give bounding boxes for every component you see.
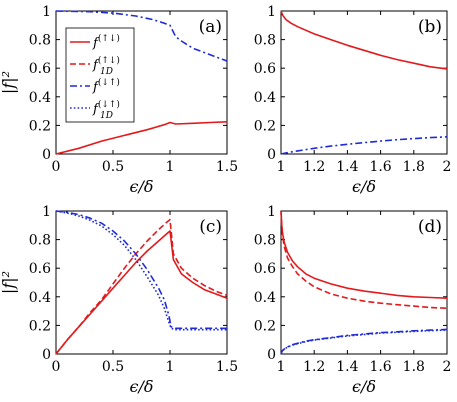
panel-b: 1 1.2 1.4 1.6 1.8 2 0 0.2 0.4 0.6 0.8 1 ϵ/δ (b) (254, 4, 452, 196)
y-tick-label: 0.6 (254, 261, 276, 277)
x-tick-label: 1.2 (303, 159, 325, 175)
y-tick-label: 1 (267, 4, 276, 20)
x-axis-label: ϵ/δ (130, 177, 154, 196)
y-tick-label: 0.2 (254, 318, 276, 334)
axes-frame (280, 210, 448, 355)
y-axis-label: |f|² (0, 71, 18, 94)
panel-label: (b) (418, 17, 442, 37)
panel-label: (a) (199, 17, 222, 37)
y-tick-label: 1 (42, 4, 51, 20)
legend-entry: f(↑↓) (92, 33, 120, 51)
y-tick-label: 0.6 (254, 61, 276, 77)
x-axis-label: ϵ/δ (352, 177, 376, 196)
x-tick-label: 1.5 (216, 359, 238, 375)
panel-a: 0 0.5 1 1.500.20.40.60.81ϵ/δ|f|²(a)f(↑↓)f(↑… (0, 4, 238, 196)
x-axis-label: ϵ/δ (130, 377, 154, 396)
y-tick-label: 0.2 (29, 118, 51, 134)
y-tick-label: 0.6 (29, 261, 51, 277)
y-tick-label: 0.4 (29, 290, 51, 306)
panel-d: 1 1.2 1.4 1.6 1.8 2 0 0.2 0.4 0.6 0.8 1 ϵ/δ (d) (254, 204, 452, 396)
y-tick-label: 0 (42, 347, 51, 363)
series-line-0 (55, 230, 228, 355)
x-tick-label: 1 (166, 159, 175, 175)
x-tick-label: 1.2 (303, 359, 325, 375)
series-line-1 (280, 136, 448, 155)
x-tick-label: 0.5 (102, 359, 124, 375)
x-tick-label: 0 (52, 359, 61, 375)
x-tick-label: 1.4 (336, 359, 358, 375)
series-line-1 (280, 210, 448, 309)
series-line-3 (280, 329, 448, 355)
y-tick-label: 0.8 (29, 233, 51, 249)
axes-frame (55, 10, 228, 155)
x-tick-label: 0.5 (102, 159, 124, 175)
y-tick-label: 0 (267, 347, 276, 363)
x-tick-label: 2 (443, 159, 452, 175)
series-line-3 (55, 210, 227, 331)
series-line-1 (55, 218, 228, 355)
y-tick-label: 1 (267, 204, 276, 220)
y-tick-label: 0 (267, 147, 276, 163)
x-tick-label: 1.4 (336, 159, 358, 175)
legend-entry: f(↓↑) 1D (92, 99, 120, 121)
series-line-0 (280, 10, 448, 70)
series-line-0 (55, 121, 228, 155)
y-tick-label: 0.4 (254, 90, 276, 106)
series-line-2 (55, 10, 228, 62)
y-tick-label: 0.8 (29, 33, 51, 49)
y-tick-label: 0.4 (254, 290, 276, 306)
x-tick-label: 1 (166, 359, 175, 375)
x-tick-label: 1.8 (403, 359, 425, 375)
x-axis-label: ϵ/δ (352, 377, 376, 396)
x-tick-label: 1.8 (403, 159, 425, 175)
y-tick-label: 0 (42, 147, 51, 163)
x-tick-label: 1.6 (369, 359, 391, 375)
legend-entry: f(↓↑) (92, 77, 120, 95)
x-tick-label: 1 (277, 159, 286, 175)
y-tick-label: 1 (42, 204, 51, 220)
x-tick-label: 1.6 (369, 159, 391, 175)
series-line-2 (280, 328, 448, 355)
panel-label: (c) (199, 217, 222, 237)
y-tick-label: 0.2 (29, 318, 51, 334)
axes-frame (280, 10, 448, 155)
legend: f(↑↓) f(↑↓) 1Df(↓↑) f(↓↑) 1D (65, 27, 135, 123)
y-tick-label: 0.2 (254, 118, 276, 134)
y-tick-label: 0.8 (254, 33, 276, 49)
x-tick-label: 2 (443, 359, 452, 375)
y-tick-label: 0.8 (254, 233, 276, 249)
y-tick-label: 0.4 (29, 90, 51, 106)
x-tick-label: 0 (52, 159, 61, 175)
legend-box (65, 27, 135, 123)
y-axis-label: |f|² (0, 271, 18, 294)
x-tick-label: 1 (277, 359, 286, 375)
panel-c: 0 0.5 1 1.5 0 0.2 0.4 0.6 0.8 1 ϵ/δ |f|² (c) (0, 204, 238, 396)
series-line-2 (55, 210, 227, 330)
legend-entry: f(↑↓) 1D (92, 55, 120, 77)
x-tick-label: 1.5 (216, 159, 238, 175)
panel-label: (d) (418, 217, 442, 237)
y-tick-label: 0.6 (29, 61, 51, 77)
axes-frame (55, 210, 228, 355)
